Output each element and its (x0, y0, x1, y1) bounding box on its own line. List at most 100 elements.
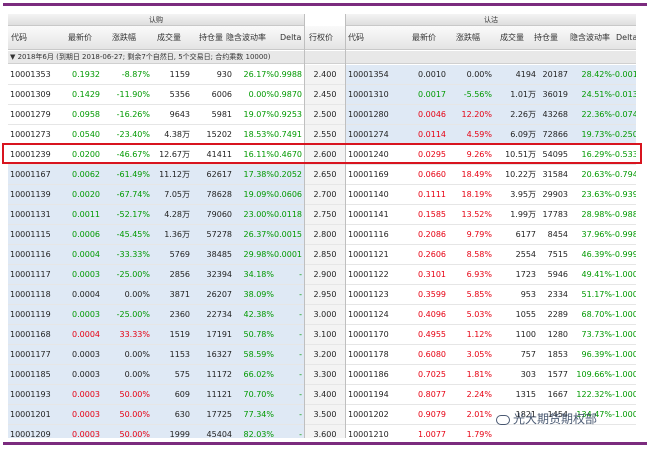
put-code-cell: 10001210 (348, 430, 389, 438)
strike-cell-bg (305, 165, 345, 184)
col-put-code[interactable]: 代码 (348, 33, 364, 42)
call-delta-cell: - (299, 270, 302, 279)
put-chg-cell: 9.79% (466, 230, 492, 239)
put-iv-cell: 37.96% (581, 230, 612, 239)
table-row[interactable]: 10001239 0.0200 -46.67% 12.67万 41411 16.11% 0.… (8, 145, 636, 165)
col-call-price[interactable]: 最新价 (68, 33, 92, 42)
table-row[interactable]: 10001119 0.0003 -25.00% 2360 22734 42.38% - 3.0… (8, 305, 636, 325)
strike-cell-bg (305, 145, 345, 164)
put-price-cell: 0.3599 (418, 290, 446, 299)
call-oi-cell: 15202 (206, 130, 232, 139)
call-oi-cell: 11121 (206, 390, 232, 399)
table-row[interactable]: 10001209 0.0003 50.00% 1999 45404 82.03% - 3.60… (8, 425, 636, 438)
call-oi-cell: 45404 (206, 430, 232, 438)
call-iv-cell: 58.59% (243, 350, 274, 359)
call-oi-cell: 78628 (206, 190, 232, 199)
strike-cell: 2.800 (313, 230, 337, 239)
call-chg-cell: -45.45% (116, 230, 150, 239)
call-cell-bg (8, 365, 304, 384)
col-call-volume[interactable]: 成交量 (157, 33, 181, 42)
call-vol-cell: 2856 (169, 270, 190, 279)
put-oi-cell: 7515 (547, 250, 568, 259)
put-oi-cell: 2334 (547, 290, 568, 299)
strike-cell-bg (305, 265, 345, 284)
table-row[interactable]: 10001201 0.0003 50.00% 630 17725 77.34% - 3.500… (8, 405, 636, 425)
put-price-cell: 0.0010 (418, 70, 446, 79)
call-price-cell: 0.0006 (72, 230, 100, 239)
col-call-code[interactable]: 代码 (11, 33, 27, 42)
table-row[interactable]: 10001177 0.0003 0.00% 1153 16327 58.59% - 3.200… (8, 345, 636, 365)
table-row[interactable]: 10001167 0.0062 -61.49% 11.12万 62617 17.38% 0.… (8, 165, 636, 185)
call-delta-cell: 0.0015 (274, 230, 302, 239)
call-delta-cell: 0.0118 (274, 210, 302, 219)
put-chg-cell: 18.49% (461, 170, 492, 179)
call-chg-cell: 0.00% (124, 290, 150, 299)
col-strike[interactable]: 行权价 (309, 33, 333, 42)
col-put-oi[interactable]: 持仓量 (534, 33, 558, 42)
call-price-cell: 0.0004 (72, 250, 100, 259)
table-row[interactable]: 10001353 0.1932 -8.87% 1159 930 26.17% 0.9988 2… (8, 65, 636, 85)
col-put-change[interactable]: 涨跌幅 (456, 33, 480, 42)
col-put-iv[interactable]: 隐含波动率 (570, 33, 610, 42)
put-delta-cell: -1.0000 (612, 370, 636, 379)
call-code-cell: 10001279 (10, 110, 51, 119)
col-put-volume[interactable]: 成交量 (500, 33, 524, 42)
call-price-cell: 0.0003 (72, 350, 100, 359)
call-iv-cell: 42.38% (243, 310, 274, 319)
call-vol-cell: 5769 (169, 250, 190, 259)
put-price-cell: 0.0660 (418, 170, 446, 179)
put-price-cell: 0.1111 (418, 190, 446, 199)
put-vol-cell: 10.51万 (505, 150, 536, 159)
put-oi-cell: 31584 (542, 170, 568, 179)
put-iv-cell: 23.63% (581, 190, 612, 199)
table-row[interactable]: 10001185 0.0003 0.00% 575 11172 66.02% - 3.300 1… (8, 365, 636, 385)
table-row[interactable]: 10001116 0.0004 -33.33% 5769 38485 29.98% 0.00… (8, 245, 636, 265)
call-oi-cell: 32394 (206, 270, 232, 279)
put-code-cell: 10001140 (348, 190, 389, 199)
table-row[interactable]: 10001115 0.0006 -45.45% 1.36万 57278 26.37% 0.0… (8, 225, 636, 245)
call-price-cell: 0.1932 (72, 70, 100, 79)
table-row[interactable]: 10001273 0.0540 -23.40% 4.38万 15202 18.53% 0.7… (8, 125, 636, 145)
expiry-group-row[interactable]: ▼ 2018年6月 (到期日 2018-06-27; 剩余7个自然日, 5个交易… (8, 51, 636, 64)
option-quote-table: 认购 认沽 代码 最新价 涨跌幅 成交量 持仓量 隐含波动率 Delta 行权价… (8, 14, 636, 438)
call-code-cell: 10001116 (10, 250, 51, 259)
call-chg-cell: -67.74% (116, 190, 150, 199)
top-accent-bar (3, 3, 647, 6)
strike-cell-bg (305, 185, 345, 204)
call-code-cell: 10001118 (10, 290, 51, 299)
table-row[interactable]: 10001139 0.0020 -67.74% 7.05万 78628 19.09% 0.0… (8, 185, 636, 205)
table-row[interactable]: 10001309 0.1429 -11.90% 5356 6006 0.00% 0.9870… (8, 85, 636, 105)
table-row[interactable]: 10001193 0.0003 50.00% 609 11121 70.70% - 3.400… (8, 385, 636, 405)
table-row[interactable]: 10001168 0.0004 33.33% 1519 17191 50.78% - 3.10… (8, 325, 636, 345)
strike-cell-bg (305, 105, 345, 124)
col-call-change[interactable]: 涨跌幅 (112, 33, 136, 42)
put-vol-cell: 10.22万 (505, 170, 536, 179)
strike-cell-bg (305, 65, 345, 84)
col-call-oi[interactable]: 持仓量 (199, 33, 223, 42)
col-call-delta[interactable]: Delta (280, 33, 302, 42)
strike-cell: 2.850 (313, 250, 337, 259)
col-put-delta[interactable]: Delta (616, 33, 636, 42)
strike-cell: 2.400 (313, 70, 337, 79)
call-delta-cell: 0.7491 (274, 130, 302, 139)
table-row[interactable]: 10001117 0.0003 -25.00% 2856 32394 34.18% - 2.9… (8, 265, 636, 285)
put-code-cell: 10001122 (348, 270, 389, 279)
table-row[interactable]: 10001131 0.0011 -52.17% 4.28万 79060 23.00% 0.0… (8, 205, 636, 225)
call-iv-cell: 19.09% (243, 190, 274, 199)
call-delta-cell: - (299, 390, 302, 399)
col-put-price[interactable]: 最新价 (412, 33, 436, 42)
put-cell-bg (346, 245, 636, 264)
table-row[interactable]: 10001118 0.0004 0.00% 3871 26207 38.09% - 2.950… (8, 285, 636, 305)
call-code-cell: 10001309 (10, 90, 51, 99)
strike-cell: 3.100 (313, 330, 337, 339)
wechat-icon (496, 414, 510, 425)
strike-cell-bg (305, 205, 345, 224)
table-row[interactable]: 10001279 0.0958 -16.26% 9643 5981 19.07% 0.925… (8, 105, 636, 125)
col-call-iv[interactable]: 隐含波动率 (226, 33, 266, 42)
put-price-cell: 0.0295 (418, 150, 446, 159)
put-iv-cell: 46.39% (581, 250, 612, 259)
put-chg-cell: 2.24% (466, 390, 492, 399)
call-code-cell: 10001139 (10, 190, 51, 199)
call-delta-cell: 0.4670 (274, 150, 302, 159)
call-iv-cell: 18.53% (243, 130, 274, 139)
